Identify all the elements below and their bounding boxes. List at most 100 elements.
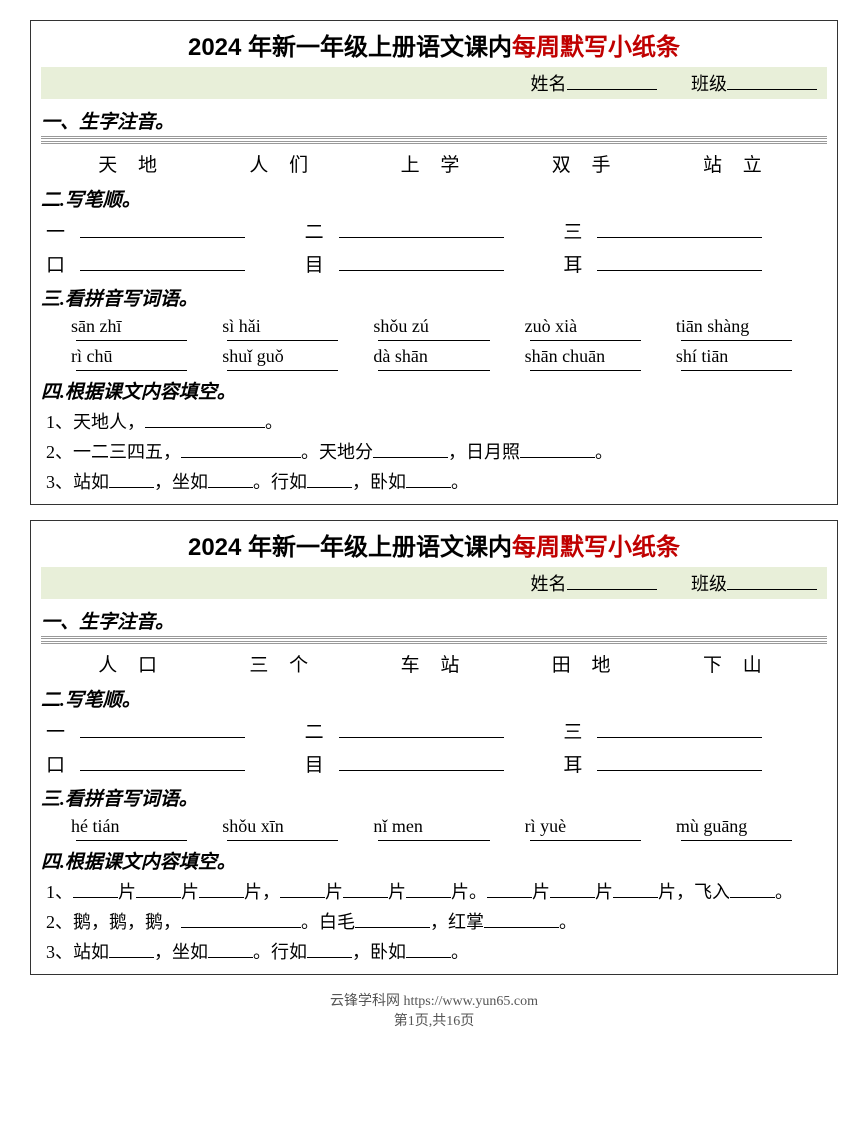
title-black-part: 2024 年新一年级上册语文课内 [188,34,512,61]
stroke-blank[interactable] [597,770,762,771]
fill-blank[interactable] [355,927,430,928]
stroke-char: 二 [305,217,324,244]
word-item: 上 学 [401,150,468,177]
fill-text: 3、站如 [46,942,109,962]
title-black-part: 2024 年新一年级上册语文课内 [188,534,512,561]
fill-blank[interactable] [520,457,595,458]
fill-text: 。 [265,412,283,432]
pinyin-blank[interactable] [76,370,187,371]
pinyin-blank[interactable] [530,340,641,341]
stroke-blank[interactable] [597,737,762,738]
fill-text: 3、站如 [46,472,109,492]
fill-text: 片 [388,882,406,902]
fill-text: ，坐如 [154,942,208,962]
pinyin-blank[interactable] [681,840,792,841]
stroke-char: 三 [563,217,582,244]
fill-blank[interactable] [307,487,352,488]
stroke-blank[interactable] [80,237,245,238]
pinyin-blank[interactable] [681,340,792,341]
stroke-blank[interactable] [597,237,762,238]
fill-line-3: 3、站如，坐如。行如，卧如。 [41,936,827,966]
fill-blank[interactable] [109,487,154,488]
pinyin-blank[interactable] [76,840,187,841]
fill-blank[interactable] [145,427,265,428]
fill-text: 片 [532,882,550,902]
word-item: 双 手 [552,150,619,177]
pinyin-blank[interactable] [530,370,641,371]
name-blank[interactable] [567,89,657,90]
name-blank[interactable] [567,589,657,590]
name-class-row: 姓名 班级 [41,567,827,599]
stroke-blank[interactable] [339,270,504,271]
fill-blank[interactable] [613,897,658,898]
fill-blank[interactable] [181,457,301,458]
pinyin-blank[interactable] [530,840,641,841]
pinyin-blank[interactable] [681,370,792,371]
pinyin-item: shuǐ guǒ [207,346,358,367]
fill-blank[interactable] [208,487,253,488]
pinyin-item: nǐ men [358,816,509,837]
fill-text: 。天地分 [301,442,373,462]
pinyin-row-1: hé tián shǒu xīn nǐ men rì yuè mù guāng [41,813,827,840]
pinyin-row-1: sān zhī sì hǎi shǒu zú zuò xià tiān shàn… [41,313,827,340]
fill-blank[interactable] [109,957,154,958]
fill-text: 片，飞入 [658,882,730,902]
pinyin-item: shǒu zú [358,316,509,337]
pinyin-blank[interactable] [378,370,489,371]
stroke-blank[interactable] [80,270,245,271]
pinyin-blank[interactable] [227,340,338,341]
fill-blank[interactable] [181,927,301,928]
fill-text: 。白毛 [301,912,355,932]
fill-blank[interactable] [199,897,244,898]
stroke-blank[interactable] [339,737,504,738]
fill-blank[interactable] [550,897,595,898]
fill-text: 2、一二三四五， [46,442,181,462]
pinyin-item: shān chuān [510,346,661,367]
pinyin-blank-row [41,840,827,843]
pinyin-item: zuò xià [510,316,661,337]
fill-text: 。行如 [253,472,307,492]
class-blank[interactable] [727,89,817,90]
word-item: 田 地 [552,650,619,677]
pinyin-blank[interactable] [378,840,489,841]
fill-blank[interactable] [484,927,559,928]
fill-blank[interactable] [280,897,325,898]
fill-blank[interactable] [406,957,451,958]
name-class-row: 姓名 班级 [41,67,827,99]
fill-line-1: 1、天地人，。 [41,406,827,436]
fill-blank[interactable] [730,897,775,898]
fill-text: 1、 [46,882,73,902]
divider-line [41,636,827,639]
fill-text: ，日月照 [448,442,520,462]
pinyin-blank[interactable] [378,340,489,341]
stroke-char: 耳 [563,750,582,777]
fill-blank[interactable] [343,897,388,898]
fill-blank[interactable] [73,897,118,898]
fill-blank[interactable] [307,957,352,958]
words-row: 人 口 三 个 车 站 田 地 下 山 [41,646,827,681]
fill-text: 。 [775,882,793,902]
fill-blank[interactable] [406,487,451,488]
fill-blank[interactable] [373,457,448,458]
stroke-char: 耳 [563,250,582,277]
fill-blank[interactable] [208,957,253,958]
stroke-blank[interactable] [339,237,504,238]
pinyin-blank[interactable] [76,340,187,341]
pinyin-item: shǒu xīn [207,816,358,837]
class-label: 班级 [691,74,727,94]
class-blank[interactable] [727,589,817,590]
fill-blank[interactable] [487,897,532,898]
fill-text: ，红掌 [430,912,484,932]
fill-text: 片 [181,882,199,902]
fill-text: 片 [325,882,343,902]
fill-blank[interactable] [136,897,181,898]
fill-blank[interactable] [406,897,451,898]
fill-text: 。 [559,912,577,932]
stroke-blank[interactable] [80,770,245,771]
pinyin-blank[interactable] [227,840,338,841]
stroke-blank[interactable] [339,770,504,771]
stroke-blank[interactable] [597,270,762,271]
fill-text: 片 [118,882,136,902]
pinyin-blank[interactable] [227,370,338,371]
stroke-blank[interactable] [80,737,245,738]
